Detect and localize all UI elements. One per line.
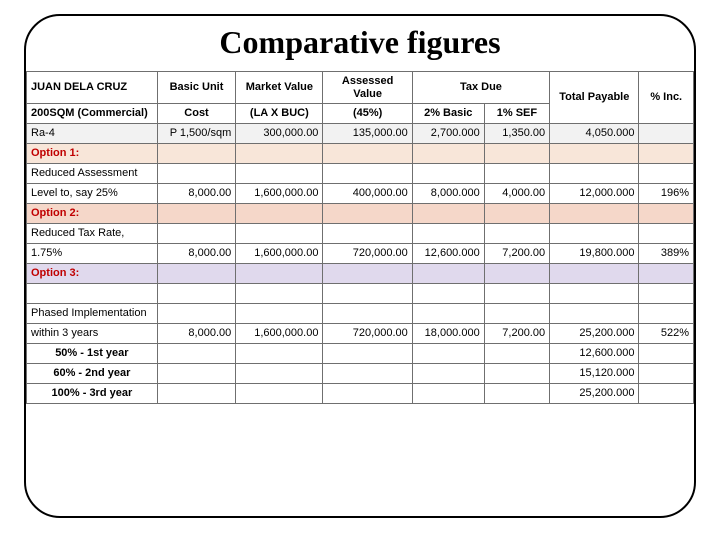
row-opt2-data: 1.75% 8,000.00 1,600,000.00 720,000.00 1… (27, 244, 694, 264)
ra4-cost: P 1,500/sqm (157, 124, 235, 144)
row-phase1: 50% - 1st year 12,600.000 (27, 344, 694, 364)
opt1-mv: 1,600,000.00 (236, 184, 323, 204)
ra4-mv: 300,000.00 (236, 124, 323, 144)
comparative-table-wrap: JUAN DELA CRUZ Basic Unit Market Value A… (26, 71, 694, 404)
opt1-label: Option 1: (27, 144, 158, 164)
row-opt3-label: Option 3: (27, 264, 694, 284)
row-opt1-desc1: Reduced Assessment (27, 164, 694, 184)
opt3-total: 25,200.000 (550, 324, 639, 344)
hdr-basic-unit: Basic Unit (157, 72, 235, 104)
opt3-mv: 1,600,000.00 (236, 324, 323, 344)
phase2-label: 60% - 2nd year (27, 364, 158, 384)
hdr-lvl45: (45%) (323, 104, 412, 124)
opt2-total: 19,800.000 (550, 244, 639, 264)
row-opt2-desc1: Reduced Tax Rate, (27, 224, 694, 244)
opt1-cost: 8,000.00 (157, 184, 235, 204)
phase3-label: 100% - 3rd year (27, 384, 158, 404)
opt3-cost: 8,000.00 (157, 324, 235, 344)
phase3-total: 25,200.000 (550, 384, 639, 404)
ra4-label: Ra-4 (27, 124, 158, 144)
opt1-sef: 4,000.00 (484, 184, 549, 204)
hdr-total-payable: Total Payable (550, 72, 639, 124)
opt2-sef: 7,200.00 (484, 244, 549, 264)
opt3-label: Option 3: (27, 264, 158, 284)
row-opt3-spacer (27, 284, 694, 304)
row-opt3-data: within 3 years 8,000.00 1,600,000.00 720… (27, 324, 694, 344)
hdr-market-value: Market Value (236, 72, 323, 104)
opt3-av: 720,000.00 (323, 324, 412, 344)
opt2-cost: 8,000.00 (157, 244, 235, 264)
hdr-owner: JUAN DELA CRUZ (27, 72, 158, 104)
hdr-property: 200SQM (Commercial) (27, 104, 158, 124)
slide-frame: Comparative figures JUAN DELA CRUZ Basic… (24, 14, 696, 518)
hdr-assessed-value: Assessed Value (323, 72, 412, 104)
hdr-laxbuc: (LA X BUC) (236, 104, 323, 124)
opt1-total: 12,000.000 (550, 184, 639, 204)
opt3-desc2: within 3 years (27, 324, 158, 344)
header-row-1: JUAN DELA CRUZ Basic Unit Market Value A… (27, 72, 694, 104)
opt1-basic: 8,000.000 (412, 184, 484, 204)
opt2-basic: 12,600.000 (412, 244, 484, 264)
opt3-desc1: Phased Implementation (27, 304, 158, 324)
hdr-basic2: 2% Basic (412, 104, 484, 124)
row-opt2-label: Option 2: (27, 204, 694, 224)
opt2-desc2: 1.75% (27, 244, 158, 264)
hdr-pct-inc: % Inc. (639, 72, 694, 124)
ra4-basic: 2,700.000 (412, 124, 484, 144)
opt2-inc: 389% (639, 244, 694, 264)
ra4-total: 4,050.000 (550, 124, 639, 144)
slide-title: Comparative figures (26, 16, 694, 71)
phase2-total: 15,120.000 (550, 364, 639, 384)
opt1-desc1: Reduced Assessment (27, 164, 158, 184)
opt2-av: 720,000.00 (323, 244, 412, 264)
opt2-mv: 1,600,000.00 (236, 244, 323, 264)
opt2-label: Option 2: (27, 204, 158, 224)
comparative-table: JUAN DELA CRUZ Basic Unit Market Value A… (26, 71, 694, 404)
opt3-inc: 522% (639, 324, 694, 344)
opt3-basic: 18,000.000 (412, 324, 484, 344)
row-opt1-data: Level to, say 25% 8,000.00 1,600,000.00 … (27, 184, 694, 204)
hdr-sef1: 1% SEF (484, 104, 549, 124)
opt1-inc: 196% (639, 184, 694, 204)
row-opt3-desc1: Phased Implementation (27, 304, 694, 324)
row-ra4: Ra-4 P 1,500/sqm 300,000.00 135,000.00 2… (27, 124, 694, 144)
row-opt1-label: Option 1: (27, 144, 694, 164)
hdr-cost: Cost (157, 104, 235, 124)
opt1-desc2: Level to, say 25% (27, 184, 158, 204)
phase1-total: 12,600.000 (550, 344, 639, 364)
phase1-label: 50% - 1st year (27, 344, 158, 364)
opt3-sef: 7,200.00 (484, 324, 549, 344)
ra4-av: 135,000.00 (323, 124, 412, 144)
row-phase3: 100% - 3rd year 25,200.000 (27, 384, 694, 404)
ra4-sef: 1,350.00 (484, 124, 549, 144)
row-phase2: 60% - 2nd year 15,120.000 (27, 364, 694, 384)
ra4-inc (639, 124, 694, 144)
opt1-av: 400,000.00 (323, 184, 412, 204)
opt2-desc1: Reduced Tax Rate, (27, 224, 158, 244)
hdr-tax-due: Tax Due (412, 72, 549, 104)
